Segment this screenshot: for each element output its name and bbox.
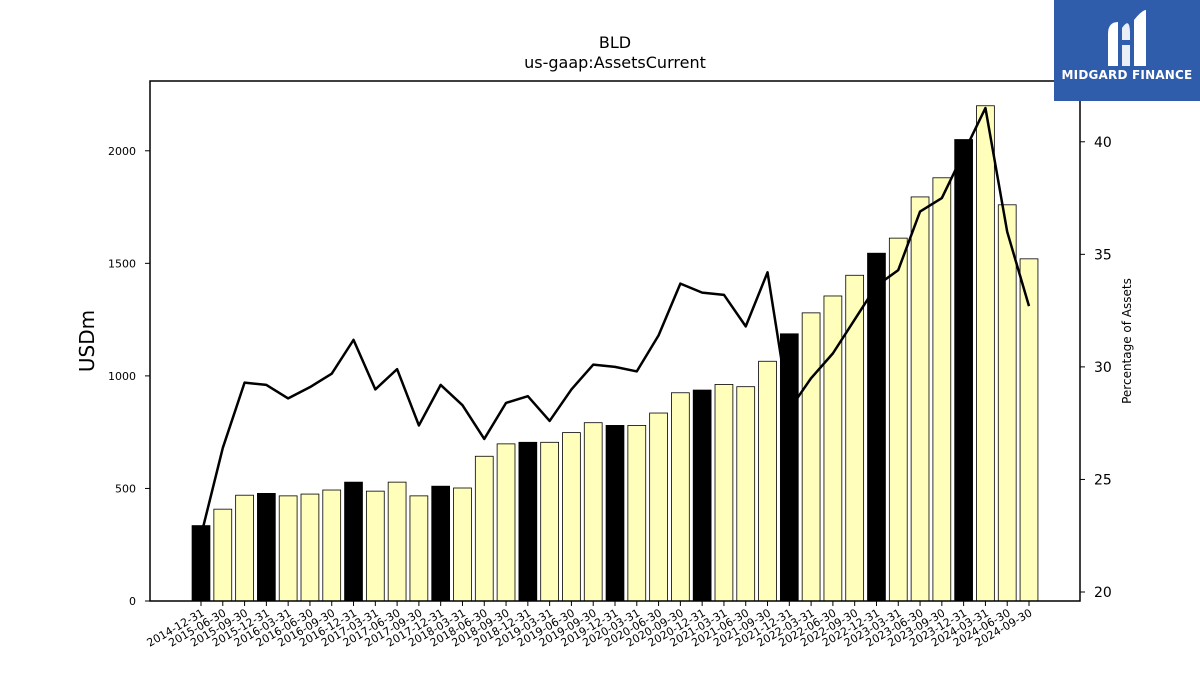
bar-2021-03-31: [714, 384, 734, 602]
bar-2016-03-31: [278, 495, 298, 602]
bar-2017-12-31: [431, 485, 451, 602]
bar-2019-12-31: [605, 425, 625, 602]
midgard-finance-logo: MIDGARD FINANCE: [1054, 0, 1200, 101]
bar-2018-03-31: [453, 487, 472, 602]
bar-2022-09-30: [845, 274, 865, 602]
bar-2024-06-30: [997, 204, 1017, 602]
bar-2015-06-30: [213, 508, 233, 602]
y2-tick-label: 25: [1094, 472, 1112, 488]
bar-2018-09-30: [496, 443, 516, 602]
bar-2020-09-30: [671, 392, 690, 602]
bar-2016-09-30: [322, 489, 342, 602]
bar-2022-03-31: [801, 312, 821, 602]
bar-2014-12-31: [191, 525, 211, 602]
bar-2016-06-30: [300, 493, 320, 602]
chart-subtitle: us-gaap:AssetsCurrent: [524, 53, 706, 72]
y-tick-label: 500: [115, 482, 136, 495]
line-series: [199, 106, 1031, 537]
y2-tick-label: 35: [1094, 247, 1112, 263]
bar-2020-06-30: [649, 412, 668, 602]
y-tick-label: 0: [129, 595, 136, 608]
bar-2018-06-30: [474, 455, 494, 602]
x-axis: 2014-12-312015-06-302015-09-302015-12-31…: [145, 601, 1035, 650]
bar-2017-06-30: [387, 481, 407, 602]
bar-2020-03-31: [627, 425, 647, 602]
y2-tick-label: 40: [1094, 135, 1112, 151]
bar-2018-12-31: [518, 441, 538, 602]
bar-2023-09-30: [932, 177, 952, 602]
bar-2019-03-31: [540, 441, 559, 602]
bar-2015-09-30: [235, 494, 254, 602]
logo-text: MIDGARD FINANCE: [1061, 68, 1193, 82]
bar-2019-06-30: [562, 432, 581, 602]
chart-title: BLD: [599, 33, 631, 52]
bar-2017-09-30: [409, 495, 429, 602]
y2-axis-label: Percentage of Assets: [1120, 278, 1134, 404]
midgard-logo-icon: [1108, 10, 1146, 66]
bar-2022-12-31: [867, 252, 886, 602]
bar-2020-12-31: [692, 389, 712, 602]
y-tick-label: 1000: [108, 370, 136, 383]
bar-2019-09-30: [583, 422, 603, 602]
bar-2023-06-30: [910, 196, 930, 602]
y-axis-label: USDm: [75, 310, 99, 372]
bar-2023-03-31: [888, 237, 908, 602]
left-axis: 0 500 1000 1500 2000: [108, 145, 150, 608]
right-axis: 20 25 30 35 40: [1080, 135, 1112, 601]
bar-2015-12-31: [257, 492, 276, 602]
bar-2024-09-30: [1019, 258, 1039, 602]
bar-2023-12-31: [954, 139, 973, 602]
y-tick-label: 2000: [108, 145, 136, 158]
y2-tick-label: 20: [1094, 585, 1112, 601]
bar-2024-03-31: [976, 105, 995, 602]
bar-2021-09-30: [758, 360, 777, 602]
percentage-line: [199, 106, 1031, 537]
y-tick-label: 1500: [108, 257, 136, 270]
bar-series: [191, 105, 1039, 602]
bar-2017-03-31: [365, 490, 385, 602]
y2-tick-label: 30: [1094, 360, 1112, 376]
bar-2016-12-31: [344, 481, 363, 602]
bar-2021-06-30: [736, 386, 756, 602]
